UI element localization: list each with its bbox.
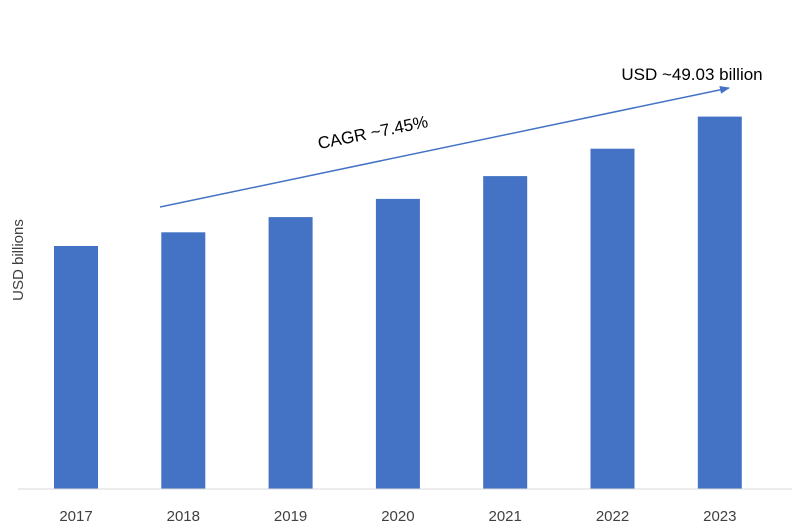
y-axis-label: USD billions <box>10 219 27 301</box>
cagr-annotation: CAGR ~7.45% <box>316 112 430 153</box>
x-tick-label: 2021 <box>489 508 522 525</box>
x-tick-label: 2017 <box>59 508 92 525</box>
x-tick-label: 2019 <box>274 508 307 525</box>
bar-2021 <box>483 176 528 489</box>
bar-2017 <box>54 246 98 489</box>
bar-2018 <box>161 232 206 490</box>
x-tick-label: 2022 <box>596 508 629 525</box>
bar-2019 <box>268 217 313 489</box>
x-tick-label: 2018 <box>167 508 200 525</box>
x-tick-label: 2020 <box>381 508 414 525</box>
bar-2022 <box>590 148 635 489</box>
x-tick-labels: 2017 2018 2019 2020 2021 2022 2023 <box>59 508 736 525</box>
end-value-annotation: USD ~49.03 billion <box>621 65 762 84</box>
bar-2020 <box>375 198 420 489</box>
bar-2023 <box>697 116 742 489</box>
cagr-trend-arrow <box>159 85 730 208</box>
bars <box>54 116 742 490</box>
x-tick-label: 2023 <box>703 508 736 525</box>
